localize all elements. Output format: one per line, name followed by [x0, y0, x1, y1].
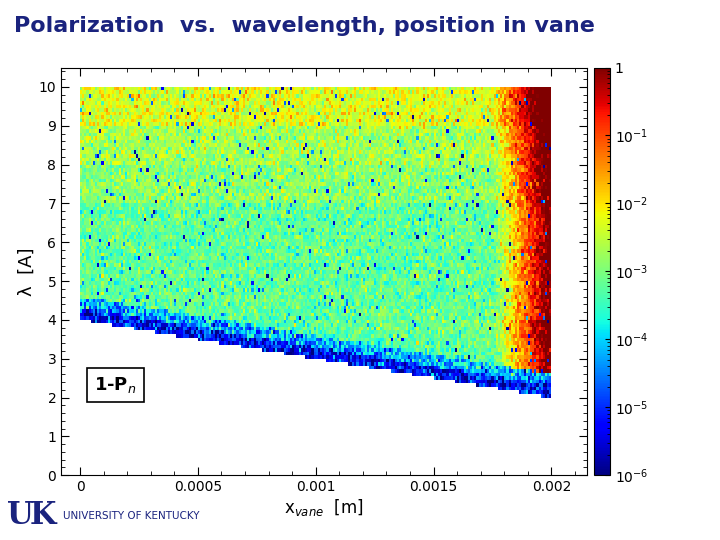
Text: U: U	[7, 500, 34, 531]
Y-axis label: λ  [A]: λ [A]	[18, 247, 36, 295]
Text: UNIVERSITY OF KENTUCKY: UNIVERSITY OF KENTUCKY	[63, 511, 199, 521]
Text: Polarization  vs.  wavelength, position in vane: Polarization vs. wavelength, position in…	[14, 16, 595, 36]
X-axis label: x$_{vane}$  [m]: x$_{vane}$ [m]	[284, 497, 364, 518]
Text: 1-P$_n$: 1-P$_n$	[94, 375, 137, 395]
Text: K: K	[30, 500, 56, 531]
